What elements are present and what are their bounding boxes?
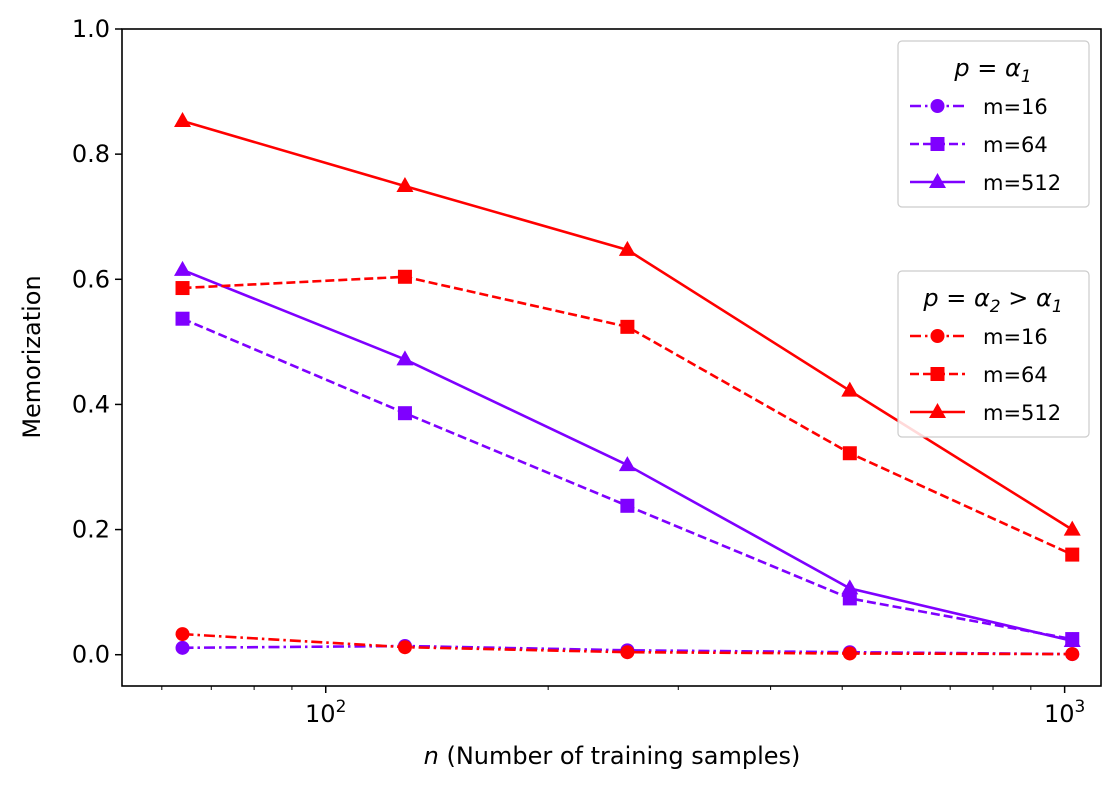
legend-alpha2-entry-1-marker xyxy=(930,367,945,381)
y-tick-label-2: 0.4 xyxy=(72,390,110,418)
alpha1-m512-point-3 xyxy=(841,579,859,595)
alpha2-m512-point-4 xyxy=(1063,520,1081,536)
alpha1-m512-point-4 xyxy=(1063,631,1081,647)
alpha2-m64-point-0 xyxy=(175,281,190,296)
x-axis-label: n (Number of training samples) xyxy=(424,742,801,770)
legend-alpha1-entries: m=16 m=64 m=512 xyxy=(910,95,1061,195)
legend-alpha2-entry-0-marker xyxy=(930,329,945,343)
legend-alpha2-entry-1-label: m=64 xyxy=(983,363,1048,387)
y-tick-label-0: 0.0 xyxy=(72,641,110,669)
y-tick-label-4: 0.8 xyxy=(72,140,110,168)
alpha1-m64-point-3 xyxy=(842,591,857,606)
legend-alpha1-entry-1: m=64 xyxy=(910,133,1048,157)
legend-alpha1-entry-1-label: m=64 xyxy=(983,133,1048,157)
legend-alpha1-entry-2-label: m=512 xyxy=(983,171,1061,195)
alpha2-m64-point-3 xyxy=(842,446,857,461)
legend-alpha2-title: p = α2 > α1 xyxy=(922,284,1062,317)
alpha2-m16-point-2 xyxy=(620,645,635,660)
legend-alpha1-entry-2-marker xyxy=(929,173,946,188)
legend-alpha2-entry-1: m=64 xyxy=(910,363,1048,387)
alpha1-m512-point-2 xyxy=(618,456,636,472)
alpha1-m64-point-0 xyxy=(175,311,190,326)
series-alpha2-m64 xyxy=(175,269,1080,562)
alpha2-m512-point-2 xyxy=(618,240,636,256)
alpha2-m16-point-3 xyxy=(842,646,857,661)
y-axis-label: Memorization xyxy=(18,275,46,438)
legend-alpha1-box xyxy=(897,40,1090,208)
series-alpha1-m64 xyxy=(175,311,1080,647)
legend-alpha2-box xyxy=(897,270,1090,438)
alpha2-m16-point-0 xyxy=(175,627,190,642)
alpha2-m64-point-2 xyxy=(620,319,635,334)
x-axis-label-var: n xyxy=(424,742,439,770)
alpha2-m64-point-1 xyxy=(397,269,412,284)
series-alpha1-m512 xyxy=(174,260,1081,647)
legend-alpha2-entry-2: m=512 xyxy=(910,401,1061,425)
legend-alpha2-entry-0-label: m=16 xyxy=(983,325,1048,349)
alpha2-m16-point-1 xyxy=(397,640,412,655)
x-tick-label-1: 103 xyxy=(1044,697,1085,728)
alpha1-m64-point-2 xyxy=(620,498,635,513)
alpha1-m64-point-1 xyxy=(397,406,412,421)
alpha2-m64-point-4 xyxy=(1065,547,1080,562)
legend-alpha1-entry-0: m=16 xyxy=(910,95,1048,119)
legend-alpha1-entry-0-marker xyxy=(930,99,945,113)
legend-alpha1-entry-1-marker xyxy=(930,137,945,151)
alpha2-m512-point-0 xyxy=(174,111,192,127)
legend-alpha2-entries: m=16 m=64 m=512 xyxy=(910,325,1061,425)
legend-alpha1-entry-0-label: m=16 xyxy=(983,95,1048,119)
axes-frame xyxy=(121,28,1102,687)
y-tick-label-1: 0.2 xyxy=(72,516,110,544)
legend-alpha2-entry-2-label: m=512 xyxy=(983,401,1061,425)
plot-area xyxy=(174,111,1081,662)
x-tick-label-0: 102 xyxy=(305,697,346,728)
alpha1-m512-point-1 xyxy=(396,350,414,366)
series-alpha2-m16 xyxy=(175,627,1080,662)
alpha2-m512-point-1 xyxy=(396,177,414,193)
x-axis-label-text: (Number of training samples) xyxy=(439,742,801,770)
legend-alpha1: p = α1 m=16 m=64 m=512 xyxy=(897,40,1090,208)
legend-alpha2-entry-0: m=16 xyxy=(910,325,1048,349)
alpha2-m512-point-3 xyxy=(841,381,859,397)
legend-alpha1-title: p = α1 xyxy=(953,54,1031,87)
alpha1-m16-point-0 xyxy=(175,640,190,655)
legend-alpha1-entry-2: m=512 xyxy=(910,171,1061,195)
alpha2-m16-point-4 xyxy=(1065,647,1080,662)
alpha1-m512-point-0 xyxy=(174,260,192,276)
y-tick-label-3: 0.6 xyxy=(72,265,110,293)
axis-ticks: 0.0 0.2 0.4 0.6 0.8 1.0 102 103 xyxy=(72,15,1085,728)
y-tick-label-5: 1.0 xyxy=(72,15,110,43)
legend-alpha2: p = α2 > α1 m=16 m=64 m=512 xyxy=(897,270,1090,438)
legend-alpha2-entry-2-marker xyxy=(929,403,946,418)
